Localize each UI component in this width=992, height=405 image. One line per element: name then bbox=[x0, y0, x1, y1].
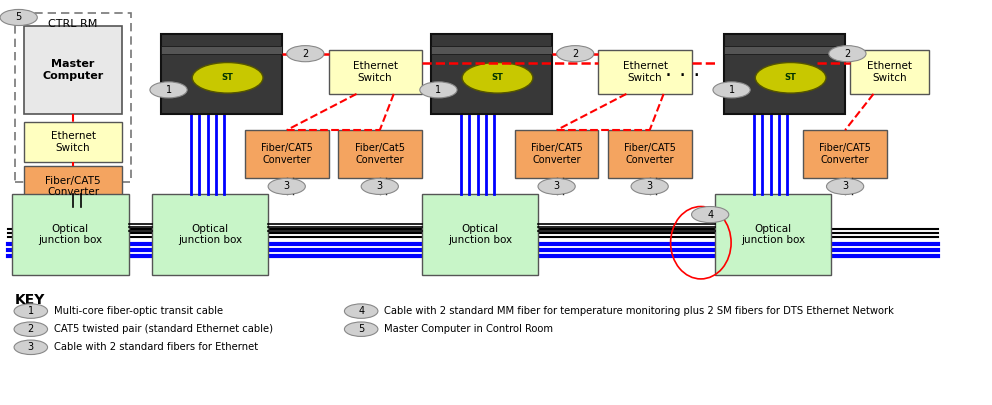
FancyBboxPatch shape bbox=[328, 50, 422, 94]
Text: Cable with 2 standard MM fiber for temperature monitoring plus 2 SM fibers for D: Cable with 2 standard MM fiber for tempe… bbox=[385, 306, 895, 316]
Text: 1: 1 bbox=[435, 85, 441, 95]
FancyBboxPatch shape bbox=[24, 26, 122, 114]
Circle shape bbox=[691, 207, 729, 223]
FancyBboxPatch shape bbox=[161, 46, 282, 54]
Text: Ethernet
Switch: Ethernet Switch bbox=[623, 61, 668, 83]
Text: 2: 2 bbox=[572, 49, 578, 59]
Text: Optical
junction box: Optical junction box bbox=[741, 224, 806, 245]
FancyBboxPatch shape bbox=[12, 194, 129, 275]
Circle shape bbox=[0, 9, 38, 26]
Text: 2: 2 bbox=[28, 324, 34, 334]
Text: Ethernet
Switch: Ethernet Switch bbox=[51, 131, 95, 153]
Circle shape bbox=[287, 46, 324, 62]
Text: Fiber/Cat5
Converter: Fiber/Cat5 Converter bbox=[355, 143, 405, 165]
Text: KEY: KEY bbox=[15, 293, 46, 307]
Text: 3: 3 bbox=[842, 181, 848, 192]
Text: 2: 2 bbox=[303, 49, 309, 59]
FancyBboxPatch shape bbox=[715, 194, 831, 275]
Text: 3: 3 bbox=[647, 181, 653, 192]
Circle shape bbox=[713, 82, 750, 98]
Text: ST: ST bbox=[221, 73, 233, 82]
Text: 5: 5 bbox=[16, 13, 22, 23]
Text: Optical
junction box: Optical junction box bbox=[178, 224, 242, 245]
Text: Fiber/CAT5
Converter: Fiber/CAT5 Converter bbox=[261, 143, 312, 165]
FancyBboxPatch shape bbox=[724, 46, 845, 54]
Circle shape bbox=[361, 178, 399, 194]
FancyBboxPatch shape bbox=[850, 50, 929, 94]
FancyBboxPatch shape bbox=[422, 194, 538, 275]
Text: Ethernet
Switch: Ethernet Switch bbox=[352, 61, 398, 83]
Text: Optical
junction box: Optical junction box bbox=[447, 224, 512, 245]
Text: CAT5 twisted pair (standard Ethernet cable): CAT5 twisted pair (standard Ethernet cab… bbox=[55, 324, 273, 334]
FancyBboxPatch shape bbox=[724, 34, 845, 114]
FancyBboxPatch shape bbox=[15, 13, 131, 182]
Circle shape bbox=[268, 178, 306, 194]
Text: 2: 2 bbox=[844, 49, 850, 59]
FancyBboxPatch shape bbox=[431, 46, 552, 54]
Text: Fiber/CAT5
Converter: Fiber/CAT5 Converter bbox=[531, 143, 582, 165]
Text: 3: 3 bbox=[554, 181, 559, 192]
FancyBboxPatch shape bbox=[515, 130, 598, 178]
Text: 1: 1 bbox=[728, 85, 735, 95]
Circle shape bbox=[150, 82, 187, 98]
Circle shape bbox=[344, 322, 378, 337]
Circle shape bbox=[14, 322, 48, 337]
Text: ST: ST bbox=[785, 73, 797, 82]
Text: 1: 1 bbox=[28, 306, 34, 316]
Text: 3: 3 bbox=[28, 342, 34, 352]
Circle shape bbox=[755, 62, 826, 93]
Text: Multi-core fiber-optic transit cable: Multi-core fiber-optic transit cable bbox=[55, 306, 223, 316]
Circle shape bbox=[462, 62, 533, 93]
Text: Master
Computer: Master Computer bbox=[43, 59, 104, 81]
Text: 5: 5 bbox=[358, 324, 364, 334]
Circle shape bbox=[344, 304, 378, 318]
FancyBboxPatch shape bbox=[161, 34, 282, 114]
Circle shape bbox=[14, 340, 48, 354]
Circle shape bbox=[829, 46, 866, 62]
Circle shape bbox=[192, 62, 263, 93]
Circle shape bbox=[14, 304, 48, 318]
FancyBboxPatch shape bbox=[598, 50, 691, 94]
FancyBboxPatch shape bbox=[24, 122, 122, 162]
Text: Ethernet
Switch: Ethernet Switch bbox=[867, 61, 912, 83]
Circle shape bbox=[557, 46, 594, 62]
Text: Master Computer in Control Room: Master Computer in Control Room bbox=[385, 324, 554, 334]
Circle shape bbox=[826, 178, 864, 194]
Text: Fiber/CAT5
Converter: Fiber/CAT5 Converter bbox=[624, 143, 676, 165]
Text: Fiber/CAT5
Converter: Fiber/CAT5 Converter bbox=[819, 143, 871, 165]
FancyBboxPatch shape bbox=[152, 194, 268, 275]
Text: Cable with 2 standard fibers for Ethernet: Cable with 2 standard fibers for Etherne… bbox=[55, 342, 258, 352]
Circle shape bbox=[420, 82, 457, 98]
Text: CTRL RM: CTRL RM bbox=[49, 19, 98, 28]
Circle shape bbox=[631, 178, 669, 194]
FancyBboxPatch shape bbox=[338, 130, 422, 178]
Text: 3: 3 bbox=[377, 181, 383, 192]
Text: Optical
junction box: Optical junction box bbox=[39, 224, 102, 245]
FancyBboxPatch shape bbox=[804, 130, 887, 178]
Text: . . .: . . . bbox=[665, 60, 700, 80]
Circle shape bbox=[538, 178, 575, 194]
FancyBboxPatch shape bbox=[608, 130, 691, 178]
Text: 3: 3 bbox=[284, 181, 290, 192]
Text: Fiber/CAT5
Converter: Fiber/CAT5 Converter bbox=[46, 176, 101, 197]
FancyBboxPatch shape bbox=[431, 34, 552, 114]
Text: 4: 4 bbox=[707, 209, 713, 220]
Text: 1: 1 bbox=[166, 85, 172, 95]
FancyBboxPatch shape bbox=[24, 166, 122, 207]
Text: 4: 4 bbox=[358, 306, 364, 316]
FancyBboxPatch shape bbox=[245, 130, 328, 178]
Text: ST: ST bbox=[492, 73, 504, 82]
